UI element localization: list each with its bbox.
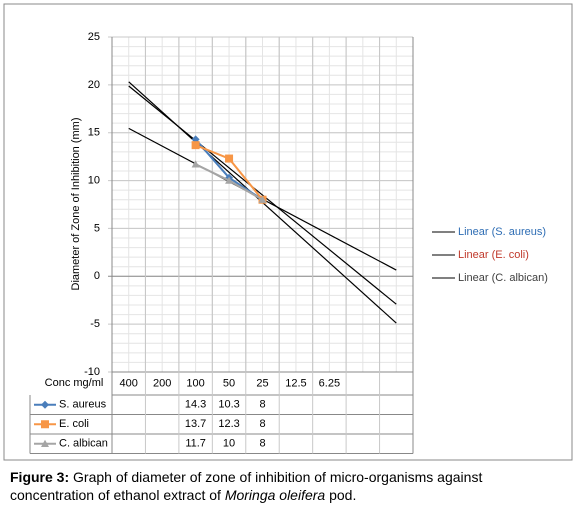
x-tick-label: 25: [256, 377, 268, 389]
marker: [258, 195, 267, 203]
legend-label: C. albican: [59, 438, 108, 450]
x-tick-label: 50: [223, 377, 235, 389]
x-tick-label: 12.5: [285, 377, 306, 389]
x-tick-label: 400: [120, 377, 138, 389]
y-axis-title: Diameter of Zone of Inhibition (mm): [70, 117, 82, 290]
trendline-label: Linear (C. albican): [458, 272, 548, 284]
x-tick-label: 6.25: [319, 377, 340, 389]
x-tick-label: 100: [186, 377, 204, 389]
x-axis-title: Conc mg/ml: [45, 377, 104, 389]
marker: [41, 400, 49, 409]
legend-label: S. aureus: [59, 399, 107, 411]
table-value: 13.7: [185, 418, 206, 430]
x-tick-label: 200: [153, 377, 171, 389]
marker: [225, 176, 234, 184]
table-value: 8: [259, 418, 265, 430]
marker: [41, 439, 49, 447]
legend-label: E. coli: [59, 418, 89, 430]
y-tick-label: -10: [84, 366, 100, 378]
caption: Figure 3: Graph of diameter of zone of i…: [10, 468, 568, 504]
y-tick-label: 15: [88, 127, 100, 139]
trendline: [128, 85, 397, 305]
trendline-label: Linear (E. coli): [458, 249, 529, 261]
trendline-label: Linear (S. aureus): [458, 226, 546, 238]
y-tick-label: 0: [94, 270, 100, 282]
caption-text: Graph of diameter of zone of inhibition …: [10, 469, 483, 503]
marker: [41, 420, 49, 429]
marker: [191, 141, 200, 150]
table-value: 12.3: [218, 418, 239, 430]
y-tick-label: 20: [88, 79, 100, 91]
y-tick-label: 10: [88, 174, 100, 186]
caption-end: pod.: [325, 487, 357, 503]
y-tick-label: 5: [94, 222, 100, 234]
marker: [191, 160, 200, 168]
caption-italic: Moringa oleifera: [224, 487, 326, 503]
table-value: 8: [259, 438, 265, 450]
chart-border: [3, 3, 573, 461]
y-tick-label: -5: [90, 318, 100, 330]
table-value: 10.3: [218, 399, 239, 411]
caption-label: Figure 3:: [10, 469, 70, 485]
table-value: 10: [223, 438, 235, 450]
marker: [225, 154, 234, 163]
chart: Diameter of Zone of Inhibition (mm) Conc…: [3, 3, 573, 461]
table-value: 11.7: [185, 438, 206, 450]
table-value: 8: [259, 399, 265, 411]
y-tick-label: 25: [88, 31, 100, 43]
table-value: 14.3: [185, 399, 206, 411]
